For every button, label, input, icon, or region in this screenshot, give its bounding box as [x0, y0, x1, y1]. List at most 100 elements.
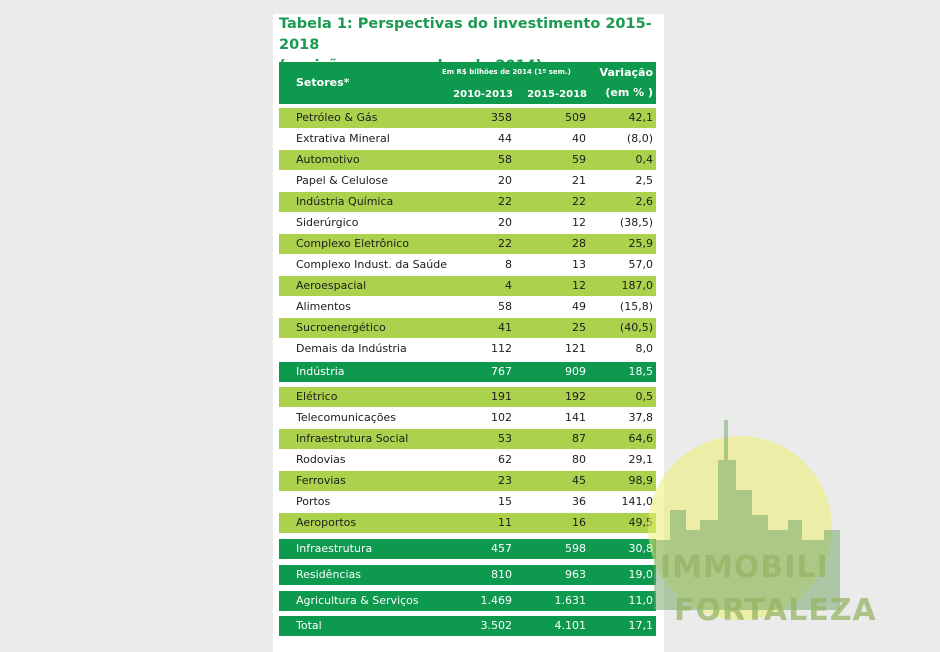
value-2010-2013-cell: 22 [498, 237, 512, 250]
value-2015-2018-cell: 40 [572, 132, 586, 145]
variation-cell: 18,5 [628, 365, 654, 378]
variation-cell: 25,9 [628, 237, 654, 250]
value-2010-2013-cell: 1.469 [480, 594, 513, 607]
sector-cell: Total [296, 619, 322, 632]
table-row: Complexo Eletrônico 22 28 25,9 [279, 234, 656, 254]
value-2015-2018-cell: 80 [572, 453, 586, 466]
value-2015-2018-cell: 12 [572, 216, 586, 229]
sector-cell: Complexo Eletrônico [296, 237, 410, 250]
value-2015-2018-cell: 28 [572, 237, 586, 250]
watermark-text-line1: IMMOBILI [660, 550, 829, 585]
sector-cell: Agricultura & Serviços [296, 594, 419, 607]
sector-cell: Indústria Química [296, 195, 394, 208]
value-2015-2018-cell: 16 [572, 516, 586, 529]
sector-cell: Automotivo [296, 153, 360, 166]
value-2010-2013-cell: 112 [491, 342, 512, 355]
document-page: Tabela 1: Perspectivas do investimento 2… [273, 14, 664, 652]
header-sectors: Setores* [296, 76, 350, 89]
value-2015-2018-cell: 509 [565, 111, 586, 124]
value-2015-2018-cell: 121 [565, 342, 586, 355]
variation-cell: 29,1 [628, 453, 654, 466]
table-row: Total 3.502 4.101 17,1 [279, 616, 656, 636]
value-2015-2018-cell: 87 [572, 432, 586, 445]
variation-cell: 187,0 [621, 279, 654, 292]
table-row: Complexo Indust. da Saúde 8 13 57,0 [279, 255, 656, 275]
table-row: Elétrico 191 192 0,5 [279, 387, 656, 407]
value-2015-2018-cell: 192 [565, 390, 586, 403]
value-2010-2013-cell: 15 [498, 495, 512, 508]
value-2015-2018-cell: 963 [565, 568, 586, 581]
value-2015-2018-cell: 36 [572, 495, 586, 508]
variation-cell: 2,6 [635, 195, 654, 208]
value-2010-2013-cell: 102 [491, 411, 512, 424]
variation-cell: 30,8 [628, 542, 654, 555]
value-2015-2018-cell: 4.101 [554, 619, 587, 632]
table-row: Indústria Química 22 22 2,6 [279, 192, 656, 212]
table-row: Rodovias 62 80 29,1 [279, 450, 656, 470]
variation-cell: 37,8 [628, 411, 654, 424]
value-2010-2013-cell: 20 [498, 174, 512, 187]
header-years-2015-2018: 2015-2018 [527, 89, 587, 100]
table-row: Demais da Indústria 112 121 8,0 [279, 339, 656, 359]
value-2010-2013-cell: 810 [491, 568, 512, 581]
value-2015-2018-cell: 1.631 [554, 594, 587, 607]
value-2010-2013-cell: 62 [498, 453, 512, 466]
value-2010-2013-cell: 457 [491, 542, 512, 555]
header-unit: Em R$ bilhões de 2014 (1º sem.) [442, 68, 571, 76]
sector-cell: Elétrico [296, 390, 338, 403]
variation-cell: (38,5) [619, 216, 653, 229]
variation-cell: 42,1 [628, 111, 654, 124]
table-row: Alimentos 58 49 (15,8) [279, 297, 656, 317]
table-row: Portos 15 36 141,0 [279, 492, 656, 512]
value-2010-2013-cell: 44 [498, 132, 512, 145]
variation-cell: 0,5 [635, 390, 654, 403]
value-2010-2013-cell: 53 [498, 432, 512, 445]
value-2015-2018-cell: 12 [572, 279, 586, 292]
variation-cell: (40,5) [619, 321, 653, 334]
sector-cell: Aeroportos [296, 516, 357, 529]
sector-cell: Rodovias [296, 453, 346, 466]
value-2010-2013-cell: 3.502 [480, 619, 513, 632]
value-2015-2018-cell: 22 [572, 195, 586, 208]
sector-cell: Sucroenergético [296, 321, 386, 334]
header-years-2010-2013: 2010-2013 [453, 89, 513, 100]
variation-cell: (8,0) [626, 132, 653, 145]
table-row: Indústria 767 909 18,5 [279, 362, 656, 382]
table-row: Aeroespacial 4 12 187,0 [279, 276, 656, 296]
variation-cell: 11,0 [628, 594, 654, 607]
value-2015-2018-cell: 25 [572, 321, 586, 334]
sector-cell: Extrativa Mineral [296, 132, 390, 145]
variation-cell: 141,0 [621, 495, 654, 508]
value-2010-2013-cell: 41 [498, 321, 512, 334]
table-row: Telecomunicações 102 141 37,8 [279, 408, 656, 428]
table-row: Extrativa Mineral 44 40 (8,0) [279, 129, 656, 149]
variation-cell: 0,4 [635, 153, 654, 166]
table-row: Automotivo 58 59 0,4 [279, 150, 656, 170]
value-2010-2013-cell: 11 [498, 516, 512, 529]
table-title-line1: Tabela 1: Perspectivas do investimento 2… [279, 16, 652, 53]
sector-cell: Portos [296, 495, 331, 508]
table-row: Papel & Celulose 20 21 2,5 [279, 171, 656, 191]
sector-cell: Indústria [296, 365, 345, 378]
header-variation-unit: (em % ) [605, 86, 653, 99]
sector-cell: Infraestrutura [296, 542, 373, 555]
sector-cell: Papel & Celulose [296, 174, 389, 187]
value-2010-2013-cell: 23 [498, 474, 512, 487]
value-2010-2013-cell: 8 [505, 258, 512, 271]
value-2015-2018-cell: 13 [572, 258, 586, 271]
variation-cell: 2,5 [635, 174, 654, 187]
value-2015-2018-cell: 45 [572, 474, 586, 487]
watermark-text-line2: FORTALEZA [674, 593, 877, 628]
table-row: Aeroportos 11 16 49,5 [279, 513, 656, 533]
table-row: Siderúrgico 20 12 (38,5) [279, 213, 656, 233]
table-row: Ferrovias 23 45 98,9 [279, 471, 656, 491]
variation-cell: 17,1 [628, 619, 654, 632]
variation-cell: 57,0 [628, 258, 654, 271]
table-row: Sucroenergético 41 25 (40,5) [279, 318, 656, 338]
variation-cell: 8,0 [635, 342, 654, 355]
sector-cell: Petróleo & Gás [296, 111, 378, 124]
table-row: Petróleo & Gás 358 509 42,1 [279, 108, 656, 128]
sector-cell: Infraestrutura Social [296, 432, 409, 445]
sector-cell: Demais da Indústria [296, 342, 407, 355]
value-2015-2018-cell: 21 [572, 174, 586, 187]
